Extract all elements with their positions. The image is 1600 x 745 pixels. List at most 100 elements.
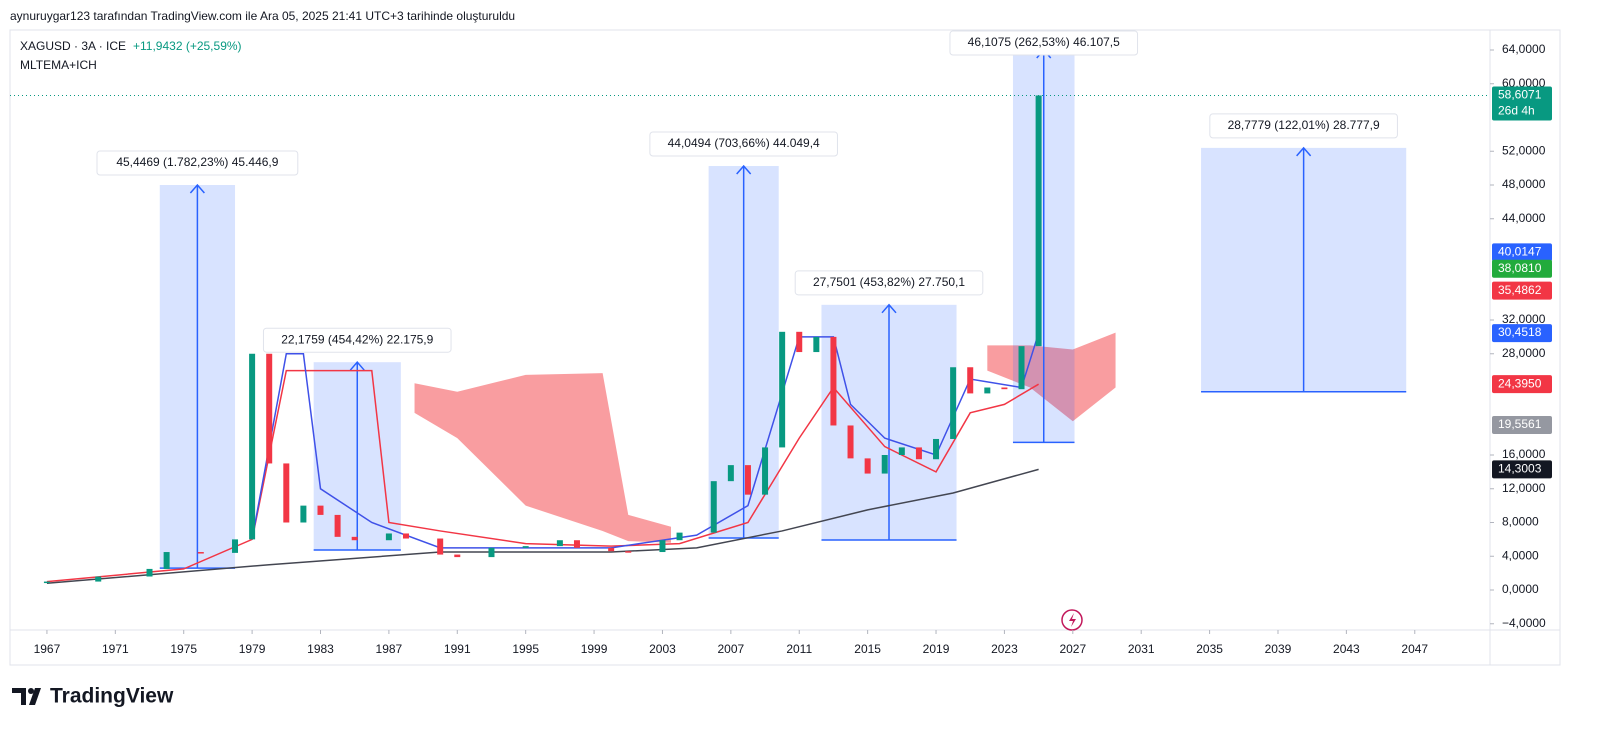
alert-icon[interactable] <box>1061 609 1083 631</box>
price-tag-label: 40,0147 <box>1498 245 1542 259</box>
candle <box>522 546 529 548</box>
measure-label-box <box>794 270 984 296</box>
y-tick-label: 16,0000 <box>1502 447 1546 461</box>
candle <box>334 514 341 537</box>
x-tick-label: 2015 <box>854 642 881 656</box>
alert-circle[interactable] <box>1061 609 1083 631</box>
candle <box>454 554 461 558</box>
candle <box>351 536 358 541</box>
x-tick-label: 2023 <box>991 642 1018 656</box>
measure-label: 45,4469 (1.782,23%) 45.446,9 <box>116 155 278 169</box>
candle <box>437 538 444 555</box>
candle <box>249 353 256 540</box>
candle <box>266 353 273 464</box>
x-tick-label: 1995 <box>512 642 539 656</box>
candle <box>847 425 854 459</box>
moving-average <box>46 369 1039 583</box>
candle <box>933 438 940 460</box>
candle <box>625 551 632 553</box>
price-tag-label: 35,4862 <box>1498 283 1542 297</box>
price-tag-label: 58,6071 <box>1498 88 1542 102</box>
candle <box>1035 95 1042 347</box>
x-tick-label: 1975 <box>170 642 197 656</box>
x-tick-label: 1979 <box>239 642 266 656</box>
symbol: XAGUSD · 3A · ICE <box>20 39 126 53</box>
price-tag-label: 19,5561 <box>1498 417 1542 431</box>
change: +11,9432 (+25,59%) <box>133 39 242 53</box>
candle <box>146 568 153 577</box>
y-tick-label: −4,0000 <box>1502 616 1546 630</box>
price-tag-label: 14,3003 <box>1498 462 1542 476</box>
price-tag <box>1492 86 1552 121</box>
measure-label-box <box>1209 113 1398 139</box>
measure-label: 44,0494 (703,66%) 44.049,4 <box>668 136 820 150</box>
x-tick-label: 2027 <box>1059 642 1086 656</box>
price-tag-label: 30,4518 <box>1498 325 1542 339</box>
y-tick-label: 8,0000 <box>1502 515 1539 529</box>
logo: TradingView <box>12 685 174 708</box>
candle <box>317 505 324 515</box>
caption: aynuruygar123 tarafından TradingView.com… <box>10 9 515 23</box>
x-tick-label: 2047 <box>1401 642 1428 656</box>
price-tag-label: 38,0810 <box>1498 261 1542 275</box>
chart-frame <box>9 29 1561 666</box>
ichimoku-cloud <box>414 373 672 543</box>
moving-average <box>46 468 1039 585</box>
plot-area: 45,4469 (1.782,23%) 45.446,9 22,1759 (454… <box>43 30 1407 585</box>
x-tick-label: 2043 <box>1333 642 1360 656</box>
candle <box>163 552 170 569</box>
candle <box>830 336 837 426</box>
measure-label-box <box>262 327 452 353</box>
y-tick-label: 12,0000 <box>1502 481 1546 495</box>
measure-label-box <box>949 30 1139 56</box>
measure-label: 46,1075 (262,53%) 46.107,5 <box>968 35 1120 49</box>
logo-dot <box>28 688 34 694</box>
candle <box>95 576 102 582</box>
moving-average <box>251 332 1040 549</box>
price-tag <box>1492 415 1552 434</box>
candle <box>232 539 239 553</box>
price-tag <box>1492 281 1552 300</box>
candle <box>1001 387 1008 390</box>
measure-label-box <box>96 150 299 176</box>
y-tick-label: 44,0000 <box>1502 211 1546 225</box>
x-tick-label: 1967 <box>34 642 61 656</box>
candle <box>779 331 786 448</box>
x-tick-label: 1999 <box>581 642 608 656</box>
candle <box>744 465 751 495</box>
price-tag <box>1492 324 1552 343</box>
candle <box>43 581 50 584</box>
candle <box>608 547 615 552</box>
measure-label: 27,7501 (453,82%) 27.750,1 <box>813 275 965 289</box>
candle <box>300 505 307 523</box>
price-tag <box>1492 460 1552 479</box>
x-tick-label: 2035 <box>1196 642 1223 656</box>
arrow-head <box>881 303 897 314</box>
measure-label-box <box>649 131 838 157</box>
y-tick-label: 48,0000 <box>1502 177 1546 191</box>
arrow-head <box>736 164 752 175</box>
candle <box>385 533 392 541</box>
candle <box>710 481 717 533</box>
candle <box>573 540 580 548</box>
y-tick-label: 28,0000 <box>1502 346 1546 360</box>
y-tick-label: 4,0000 <box>1502 548 1539 562</box>
candle <box>898 447 905 456</box>
measure-label: 22,1759 (454,42%) 22.175,9 <box>281 332 433 346</box>
x-tick-label: 1971 <box>102 642 129 656</box>
candle <box>1018 346 1025 390</box>
y-tick-label: 32,0000 <box>1502 312 1546 326</box>
candle <box>556 540 563 547</box>
alert-bolt[interactable] <box>1069 613 1076 627</box>
candle <box>813 336 820 353</box>
arrow-head <box>1296 146 1312 157</box>
countdown: 26d 4h <box>1498 104 1535 118</box>
candle <box>915 447 922 460</box>
candle <box>402 533 409 539</box>
candle <box>762 447 769 495</box>
x-tick-label: 2031 <box>1128 642 1155 656</box>
candle <box>796 331 803 353</box>
indicator: MLTEMA+ICH <box>20 58 97 72</box>
candle <box>864 458 871 474</box>
